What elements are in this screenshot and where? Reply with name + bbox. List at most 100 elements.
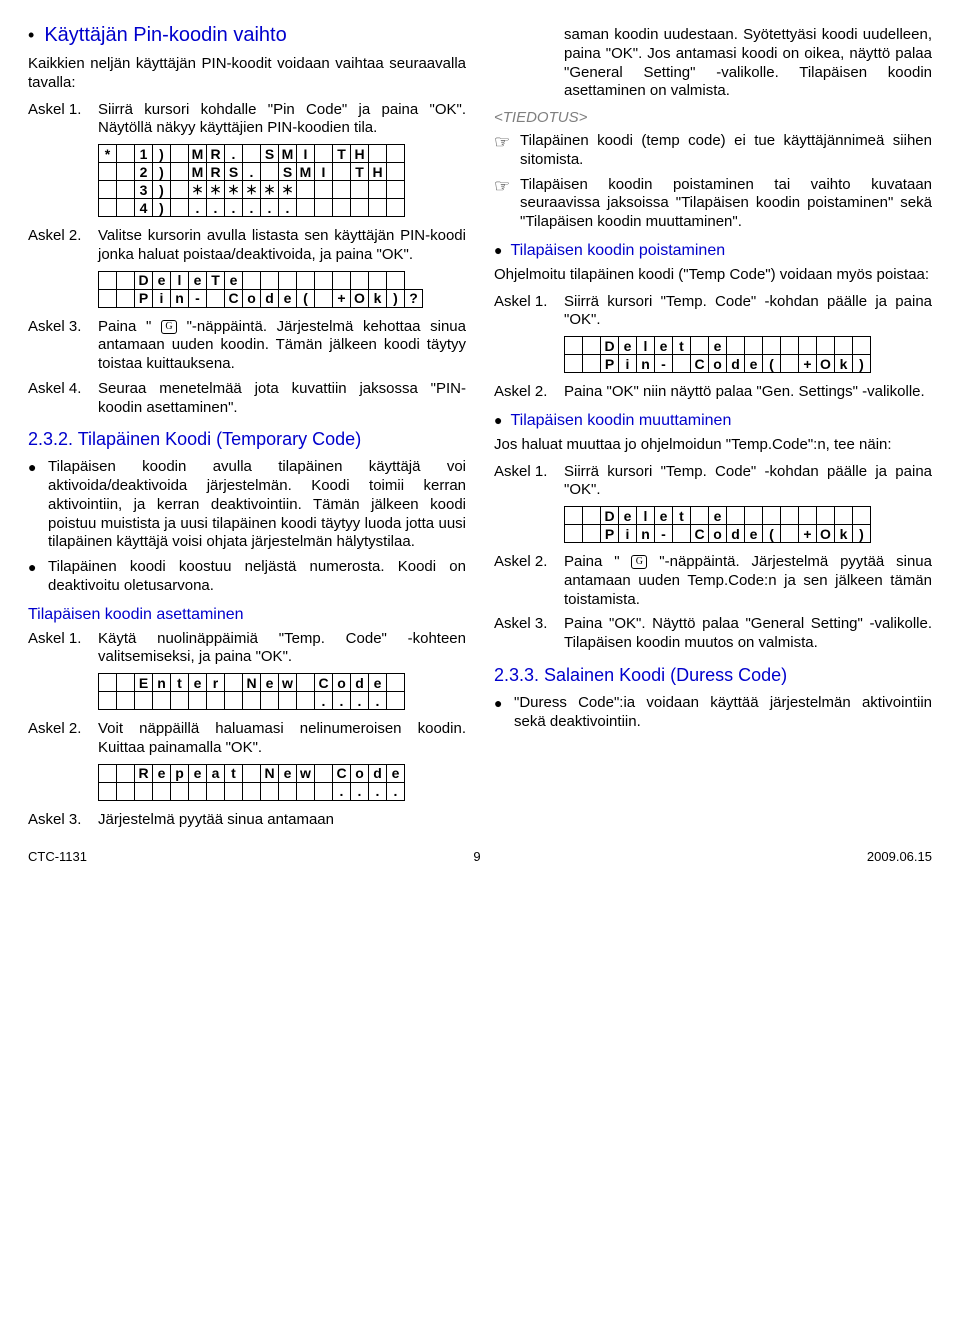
- grid-cell: p: [171, 764, 189, 782]
- section-232: 2.3.2. Tilapäinen Koodi (Temporary Code): [28, 429, 466, 450]
- hand-icon: ☞: [494, 176, 520, 232]
- grid-cell: [387, 145, 405, 163]
- grid-cell: [99, 271, 117, 289]
- grid-cell: [297, 181, 315, 199]
- grid-cell: d: [369, 764, 387, 782]
- grid-cell: ＊: [243, 181, 261, 199]
- grid-cell: e: [655, 337, 673, 355]
- grid-cell: e: [369, 674, 387, 692]
- dstep-2: Askel 2. Paina "OK" niin näyttö palaa "G…: [494, 383, 932, 402]
- grid-cell: e: [225, 271, 243, 289]
- grid-cell: e: [189, 764, 207, 782]
- t: Paina ": [98, 318, 161, 335]
- intro-text: Kaikkien neljän käyttäjän PIN-koodit voi…: [28, 55, 466, 93]
- grid-cell: e: [189, 674, 207, 692]
- grid-cell: [99, 181, 117, 199]
- step-label: Askel 1.: [28, 101, 98, 139]
- grid-cell: [727, 507, 745, 525]
- grid-cell: [117, 163, 135, 181]
- grid-cell: e: [279, 764, 297, 782]
- footer: CTC-1131 9 2009.06.15: [0, 845, 960, 874]
- grid-cell: [583, 355, 601, 373]
- grid-cell: O: [351, 289, 369, 307]
- grid-cell: -: [189, 289, 207, 307]
- grid-cell: [99, 782, 117, 800]
- grid-cell: [243, 764, 261, 782]
- grid-cell: [153, 692, 171, 710]
- grid-cell: k: [835, 355, 853, 373]
- step-1: Askel 1. Siirrä kursori kohdalle "Pin Co…: [28, 101, 466, 139]
- grid-cell: ): [153, 199, 171, 217]
- grid-cell: ＊: [189, 181, 207, 199]
- grid-cell: [835, 507, 853, 525]
- bullet-text: Tilapäisen koodin avulla tilapäinen käyt…: [48, 458, 466, 552]
- grid-cell: t: [225, 764, 243, 782]
- grid-cell: [171, 145, 189, 163]
- sub-del: ●Tilapäisen koodin poistaminen: [494, 242, 932, 260]
- grid-cell: [225, 782, 243, 800]
- grid-cell: e: [619, 507, 637, 525]
- grid-cell: ): [853, 525, 871, 543]
- grid-cell: M: [279, 145, 297, 163]
- t: Tilapäisen koodin muuttaminen: [510, 412, 731, 429]
- grid-cell: d: [727, 355, 745, 373]
- step-text: Seuraa menetelmää jota kuvattiin jaksoss…: [98, 380, 466, 418]
- grid-cell: [189, 692, 207, 710]
- step-label: Askel 3.: [494, 615, 564, 653]
- grid-cell: [297, 692, 315, 710]
- grid-cell: [99, 692, 117, 710]
- grid-cell: [817, 507, 835, 525]
- grid-cell: [261, 163, 279, 181]
- grid-cell: [117, 782, 135, 800]
- grid-cell: [745, 507, 763, 525]
- bullet-text: "Duress Code":ia voidaan käyttää järjest…: [514, 694, 932, 732]
- grid-cell: ?: [405, 289, 423, 307]
- grid-cell: l: [171, 271, 189, 289]
- sub-set: Tilapäisen koodin asettaminen: [28, 606, 466, 624]
- grid-cell: [763, 337, 781, 355]
- grid-cell: .: [369, 782, 387, 800]
- grid-cell: ): [853, 355, 871, 373]
- grid-cell: .: [261, 199, 279, 217]
- grid-cell: D: [601, 507, 619, 525]
- grid-cell: k: [369, 289, 387, 307]
- grid-cell: I: [315, 163, 333, 181]
- grid-cell: e: [745, 525, 763, 543]
- grid-cell: .: [243, 163, 261, 181]
- grid-cell: l: [637, 337, 655, 355]
- grid-cell: [763, 507, 781, 525]
- step-label: Askel 1.: [494, 293, 564, 331]
- grid-cell: [387, 181, 405, 199]
- grid-cell: C: [691, 355, 709, 373]
- grid-cell: e: [709, 507, 727, 525]
- step-label: Askel 1.: [494, 463, 564, 501]
- grid-cell: d: [727, 525, 745, 543]
- grid-cell: e: [655, 507, 673, 525]
- grid-cell: [691, 337, 709, 355]
- grid-cell: P: [135, 289, 153, 307]
- grid-cell: [153, 782, 171, 800]
- t: Tilapäisen koodin poistaminen: [510, 242, 725, 259]
- grid-cell: D: [135, 271, 153, 289]
- hand-note: ☞Tilapäinen koodi (temp code) ei tue käy…: [494, 132, 932, 170]
- grid-cell: [99, 199, 117, 217]
- grid-cell: ＊: [279, 181, 297, 199]
- grid-cell: [315, 271, 333, 289]
- step-label: Askel 3.: [28, 318, 98, 374]
- grid-cell: H: [369, 163, 387, 181]
- grid-cell: [691, 507, 709, 525]
- grid-cell: .: [333, 692, 351, 710]
- grid-cell: [171, 181, 189, 199]
- grid-cell: ＊: [207, 181, 225, 199]
- grid-cell: (: [763, 525, 781, 543]
- grid-cell: [565, 337, 583, 355]
- grid-cell: i: [153, 289, 171, 307]
- grid-cell: [243, 782, 261, 800]
- grid-cell: [99, 764, 117, 782]
- grid-del: DeletePin-Code(+Ok): [564, 336, 871, 373]
- grid-cell: ): [153, 145, 171, 163]
- grid-cell: C: [333, 764, 351, 782]
- grid-cell: [351, 271, 369, 289]
- grid-cell: [117, 692, 135, 710]
- grid-cell: [351, 181, 369, 199]
